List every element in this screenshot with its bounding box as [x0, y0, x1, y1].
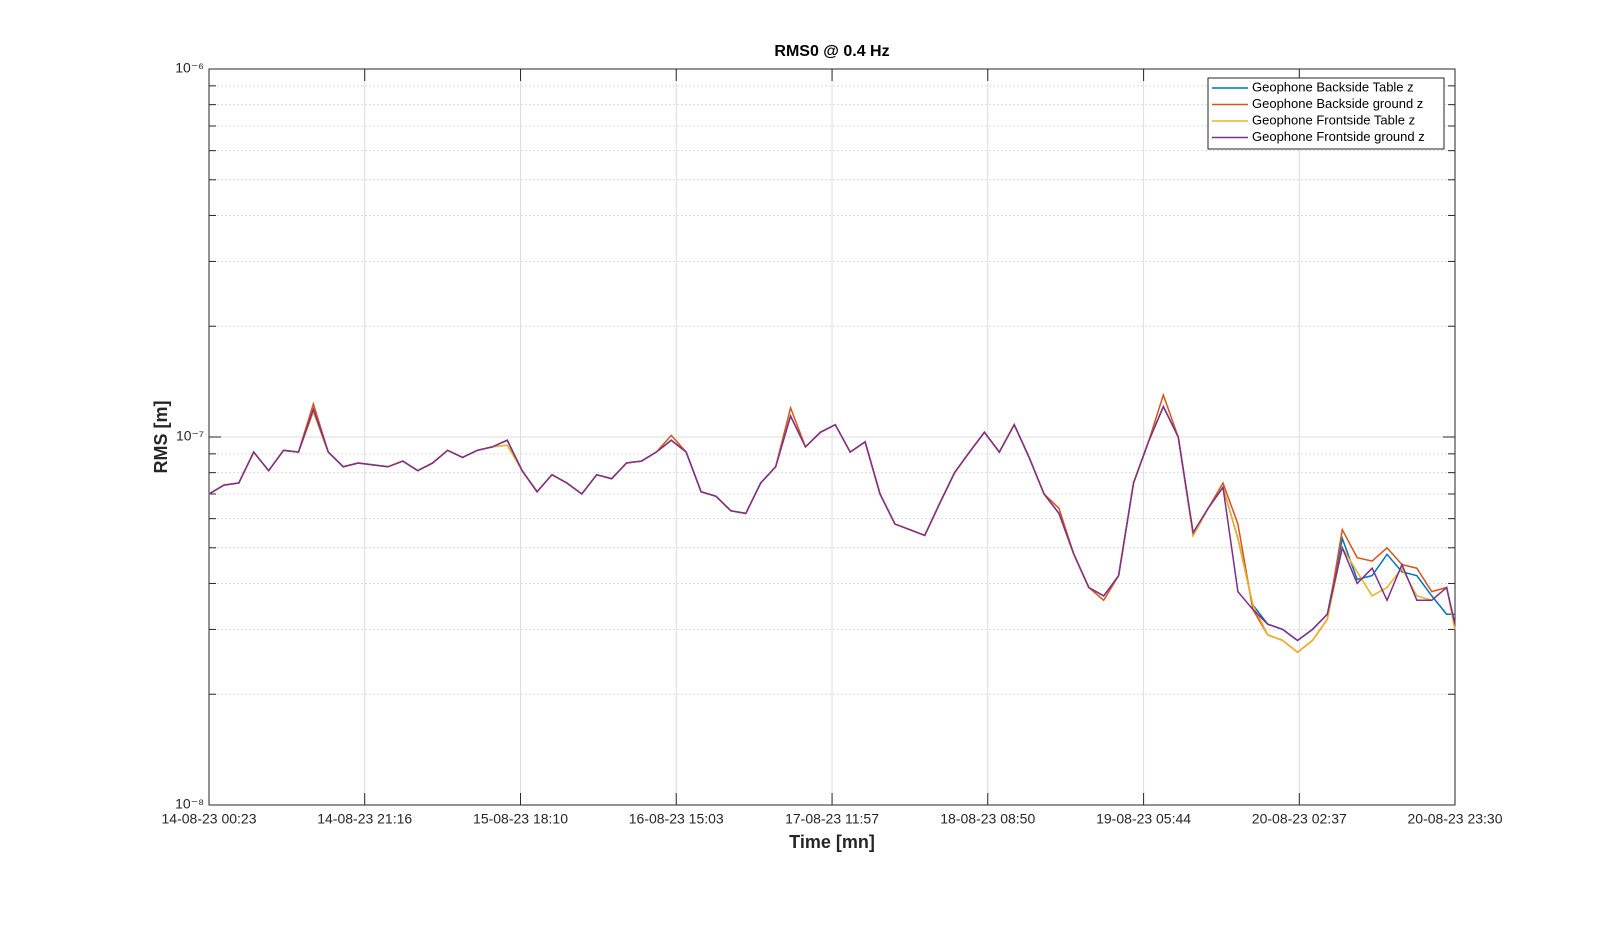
x-tick-label: 15-08-23 18:10 — [473, 811, 568, 827]
x-tick-label: 20-08-23 23:30 — [1408, 811, 1503, 827]
series-line — [208, 404, 1456, 642]
y-tick-label: 10⁻⁷ — [176, 428, 204, 444]
x-tick-label: 14-08-23 21:16 — [317, 811, 412, 827]
x-tick-label: 16-08-23 15:03 — [629, 811, 724, 827]
x-tick-label: 20-08-23 02:37 — [1252, 811, 1347, 827]
x-axis-label: Time [mn] — [789, 832, 875, 852]
legend-label: Geophone Frontside Table z — [1252, 112, 1415, 127]
x-tick-label: 18-08-23 08:50 — [940, 811, 1035, 827]
y-tick-label: 10⁻⁸ — [175, 796, 204, 812]
legend-label: Geophone Frontside ground z — [1252, 129, 1425, 144]
y-axis-label: RMS [m] — [151, 401, 171, 474]
y-tick-label: 10⁻⁶ — [175, 60, 204, 76]
legend-label: Geophone Backside ground z — [1252, 96, 1423, 111]
chart-title: RMS0 @ 0.4 Hz — [774, 43, 889, 60]
x-tick-label: 19-08-23 05:44 — [1096, 811, 1191, 827]
plot-frame — [208, 68, 1456, 806]
x-tick-label: 14-08-23 00:23 — [162, 811, 257, 827]
x-tick-label: 17-08-23 11:57 — [785, 811, 879, 827]
legend-label: Geophone Backside Table z — [1252, 79, 1414, 94]
